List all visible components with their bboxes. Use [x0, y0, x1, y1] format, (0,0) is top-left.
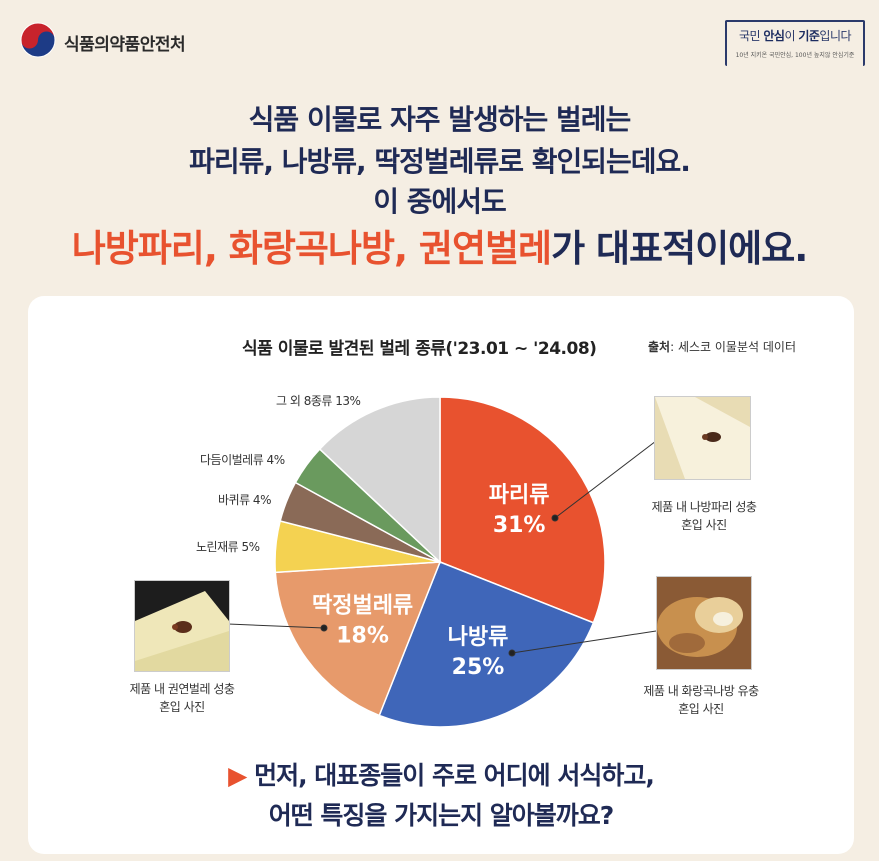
leader-line-beetle [227, 623, 325, 629]
chart-title: 식품 이물로 발견된 벌레 종류('23.01 ~ '24.08) [242, 339, 597, 359]
pie-chart: 파리류 31% 나방류 25% 딱정벌레류 18% [227, 396, 657, 728]
leader-dot-fly [551, 514, 559, 522]
slice-percent-1: 25% [452, 655, 505, 680]
leader-line-moth [511, 630, 657, 654]
agency-name: 식품의약품안전처 [64, 35, 186, 55]
slice-percent-2: 18% [336, 623, 389, 648]
bottom-line-2: 어떤 특징을 가지는지 알아볼까요? [268, 801, 615, 830]
highlight-species: 나방파리, 화랑곡나방, 권연벌레 [71, 227, 552, 270]
pie-slice-6 [318, 396, 441, 564]
arrow-right-icon: ▶ [228, 761, 247, 790]
label-booklice: 다듬이벌레류 4% [200, 453, 285, 467]
bottom-line-1: ▶ 먼저, 대표종들이 주로 어디에 서식하고, [228, 761, 655, 790]
header: 식품의약품안전처 국민 안심이 기준입니다 10년 지키온 국민안심, 100년… [0, 0, 879, 80]
fly-photo [654, 396, 751, 480]
pie-slice-0 [439, 396, 606, 624]
slice-name-2: 딱정벌레류 [312, 593, 413, 618]
label-cockroach: 바퀴류 4% [218, 493, 271, 507]
fly-caption: 제품 내 나방파리 성충 혼입 사진 [651, 500, 757, 532]
slice-name-1: 나방류 [448, 625, 509, 650]
headline-line-4-rest: 가 대표적이에요. [551, 227, 808, 270]
headline-line-2: 파리류, 나방류, 딱정벌레류로 확인되는데요. [189, 145, 691, 178]
pie-slice-1 [378, 561, 595, 728]
beetle-caption: 제품 내 권연벌레 성충 혼입 사진 [129, 682, 235, 714]
leader-line-fly [554, 440, 657, 519]
chart-source: 출처: 세스코 이물분석 데이터 [648, 340, 796, 354]
chart-card: 식품 이물로 발견된 벌레 종류('23.01 ~ '24.08) 출처: 세스… [28, 296, 854, 854]
government-emblem-icon [20, 22, 56, 58]
headline-line-3: 이 중에서도 [373, 185, 507, 218]
slice-name-0: 파리류 [489, 483, 550, 508]
moth-photo [656, 576, 752, 670]
headline-line-4: 나방파리, 화랑곡나방, 권연벌레가 대표적이에요. [0, 218, 879, 272]
headline-line-1: 식품 이물로 자주 발생하는 벌레는 [248, 103, 632, 136]
slice-percent-0: 31% [493, 513, 546, 538]
slogan-badge: 국민 안심이 기준입니다 10년 지키온 국민안심, 100년 높지않 안심기준 [725, 20, 865, 66]
beetle-photo [134, 580, 230, 672]
label-others: 그 외 8종류 13% [276, 394, 361, 408]
label-stinkbug: 노린재류 5% [196, 540, 260, 554]
moth-caption: 제품 내 화랑곡나방 유충 혼입 사진 [643, 684, 759, 716]
slogan-subtext: 10년 지키온 국민안심, 100년 높지않 안심기준 [735, 52, 855, 59]
slogan-text: 국민 안심이 기준입니다 [738, 29, 852, 43]
pie-slice-2 [274, 561, 442, 717]
leader-dot-beetle [320, 624, 328, 632]
leader-dot-moth [508, 649, 516, 657]
